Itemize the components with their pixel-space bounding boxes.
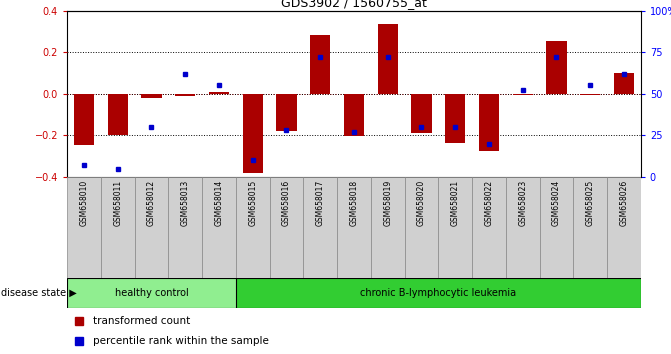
Bar — [67, 278, 236, 308]
Text: healthy control: healthy control — [115, 288, 189, 298]
Text: GSM658025: GSM658025 — [586, 180, 595, 226]
Bar — [107, 94, 128, 135]
Bar — [405, 177, 438, 278]
Bar — [209, 92, 229, 94]
Bar — [445, 94, 465, 143]
Bar — [74, 94, 94, 145]
Bar — [580, 94, 601, 95]
Bar — [614, 73, 634, 94]
Text: GSM658011: GSM658011 — [113, 180, 122, 226]
Bar — [270, 177, 303, 278]
Text: GSM658022: GSM658022 — [484, 180, 493, 226]
Bar — [506, 177, 539, 278]
Bar — [607, 177, 641, 278]
Bar — [67, 177, 101, 278]
Bar — [438, 177, 472, 278]
Bar — [202, 177, 236, 278]
Bar — [411, 94, 431, 133]
Bar — [243, 94, 263, 173]
Bar — [539, 177, 573, 278]
Text: GSM658019: GSM658019 — [383, 180, 393, 226]
Text: GSM658018: GSM658018 — [350, 180, 358, 226]
Bar — [472, 177, 506, 278]
Text: chronic B-lymphocytic leukemia: chronic B-lymphocytic leukemia — [360, 288, 517, 298]
Bar — [337, 177, 371, 278]
Text: percentile rank within the sample: percentile rank within the sample — [93, 336, 269, 346]
Text: GSM658020: GSM658020 — [417, 180, 426, 226]
Text: GSM658026: GSM658026 — [619, 180, 629, 226]
Text: GSM658014: GSM658014 — [215, 180, 223, 226]
Bar — [175, 94, 195, 96]
Bar — [479, 94, 499, 151]
Bar — [303, 177, 337, 278]
Bar — [378, 24, 398, 94]
Text: GSM658023: GSM658023 — [518, 180, 527, 226]
Text: GSM658015: GSM658015 — [248, 180, 257, 226]
Title: GDS3902 / 1560755_at: GDS3902 / 1560755_at — [281, 0, 427, 10]
Bar — [101, 177, 135, 278]
Bar — [310, 35, 330, 94]
Bar — [513, 94, 533, 95]
Bar — [236, 177, 270, 278]
Text: GSM658016: GSM658016 — [282, 180, 291, 226]
Text: GSM658017: GSM658017 — [315, 180, 325, 226]
Text: GSM658012: GSM658012 — [147, 180, 156, 226]
Text: GSM658010: GSM658010 — [79, 180, 89, 226]
Bar — [344, 94, 364, 136]
Bar — [276, 94, 297, 131]
Bar — [135, 177, 168, 278]
Bar — [236, 278, 641, 308]
Bar — [168, 177, 202, 278]
Text: GSM658013: GSM658013 — [180, 180, 190, 226]
Bar — [371, 177, 405, 278]
Text: transformed count: transformed count — [93, 316, 190, 326]
Text: disease state ▶: disease state ▶ — [1, 288, 76, 298]
Text: GSM658021: GSM658021 — [451, 180, 460, 226]
Bar — [546, 41, 566, 94]
Bar — [573, 177, 607, 278]
Text: GSM658024: GSM658024 — [552, 180, 561, 226]
Bar — [142, 94, 162, 98]
